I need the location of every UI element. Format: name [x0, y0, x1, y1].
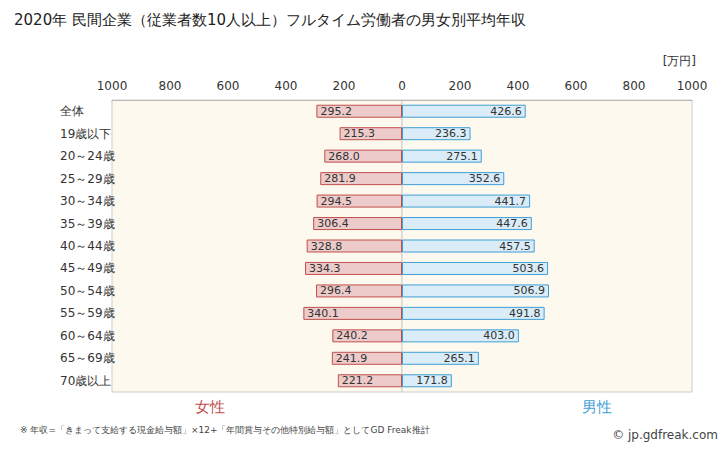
svg-text:全体: 全体 — [60, 104, 84, 118]
svg-text:35～39歳: 35～39歳 — [60, 217, 115, 231]
svg-text:296.4: 296.4 — [320, 284, 352, 297]
svg-text:400: 400 — [507, 79, 530, 93]
svg-text:70歳以上: 70歳以上 — [60, 374, 111, 388]
svg-text:2020年 民間企業（従業者数10人以上）フルタイム労働者の: 2020年 民間企業（従業者数10人以上）フルタイム労働者の男女別平均年収 — [14, 11, 526, 29]
svg-text:800: 800 — [159, 79, 182, 93]
svg-text:600: 600 — [565, 79, 588, 93]
svg-text:50～54歳: 50～54歳 — [60, 284, 115, 298]
svg-text:25～29歳: 25～29歳 — [60, 172, 115, 186]
svg-text:45～49歳: 45～49歳 — [60, 261, 115, 275]
svg-text:457.5: 457.5 — [499, 240, 531, 253]
svg-text:491.8: 491.8 — [509, 307, 541, 320]
svg-text:281.9: 281.9 — [324, 172, 356, 185]
svg-text:265.1: 265.1 — [443, 352, 475, 365]
svg-text:200: 200 — [449, 79, 472, 93]
svg-text:400: 400 — [275, 79, 298, 93]
svg-text:20～24歳: 20～24歳 — [60, 149, 115, 163]
svg-text:503.6: 503.6 — [513, 262, 545, 275]
svg-text:275.1: 275.1 — [446, 150, 478, 163]
svg-text:236.3: 236.3 — [435, 127, 467, 140]
svg-text:0: 0 — [398, 79, 406, 93]
svg-text:447.6: 447.6 — [496, 217, 528, 230]
svg-text:426.6: 426.6 — [490, 105, 522, 118]
svg-text:19歳以下: 19歳以下 — [60, 127, 111, 141]
svg-text:506.9: 506.9 — [514, 284, 546, 297]
svg-text:334.3: 334.3 — [309, 262, 341, 275]
svg-text:340.1: 340.1 — [307, 307, 339, 320]
svg-text:268.0: 268.0 — [328, 150, 360, 163]
svg-text:1000: 1000 — [97, 79, 128, 93]
svg-text:403.0: 403.0 — [483, 329, 515, 342]
svg-text:女性: 女性 — [195, 398, 225, 416]
svg-text:352.6: 352.6 — [469, 172, 501, 185]
svg-text:男性: 男性 — [582, 398, 612, 416]
svg-text:328.8: 328.8 — [311, 240, 343, 253]
svg-text:240.2: 240.2 — [336, 329, 368, 342]
svg-text:441.7: 441.7 — [495, 195, 527, 208]
svg-text:[万円]: [万円] — [663, 54, 696, 68]
svg-text:※ 年収=「きまって支給する現金給与額」×12+「年間賞与そ: ※ 年収=「きまって支給する現金給与額」×12+「年間賞与その他特別給与額」とし… — [20, 425, 430, 435]
svg-text:215.3: 215.3 — [344, 127, 376, 140]
svg-text:55～59歳: 55～59歳 — [60, 306, 115, 320]
svg-text:600: 600 — [217, 79, 240, 93]
svg-text:© jp.gdfreak.com: © jp.gdfreak.com — [612, 428, 718, 442]
svg-text:1000: 1000 — [677, 79, 708, 93]
svg-text:60～64歳: 60～64歳 — [60, 329, 115, 343]
svg-text:306.4: 306.4 — [317, 217, 349, 230]
svg-text:40～44歳: 40～44歳 — [60, 239, 115, 253]
svg-text:171.8: 171.8 — [416, 374, 448, 387]
svg-text:294.5: 294.5 — [321, 195, 353, 208]
svg-text:221.2: 221.2 — [342, 374, 374, 387]
svg-text:295.2: 295.2 — [320, 105, 352, 118]
svg-text:65～69歳: 65～69歳 — [60, 351, 115, 365]
svg-text:241.9: 241.9 — [336, 352, 368, 365]
svg-text:200: 200 — [333, 79, 356, 93]
svg-text:800: 800 — [623, 79, 646, 93]
svg-text:30～34歳: 30～34歳 — [60, 194, 115, 208]
